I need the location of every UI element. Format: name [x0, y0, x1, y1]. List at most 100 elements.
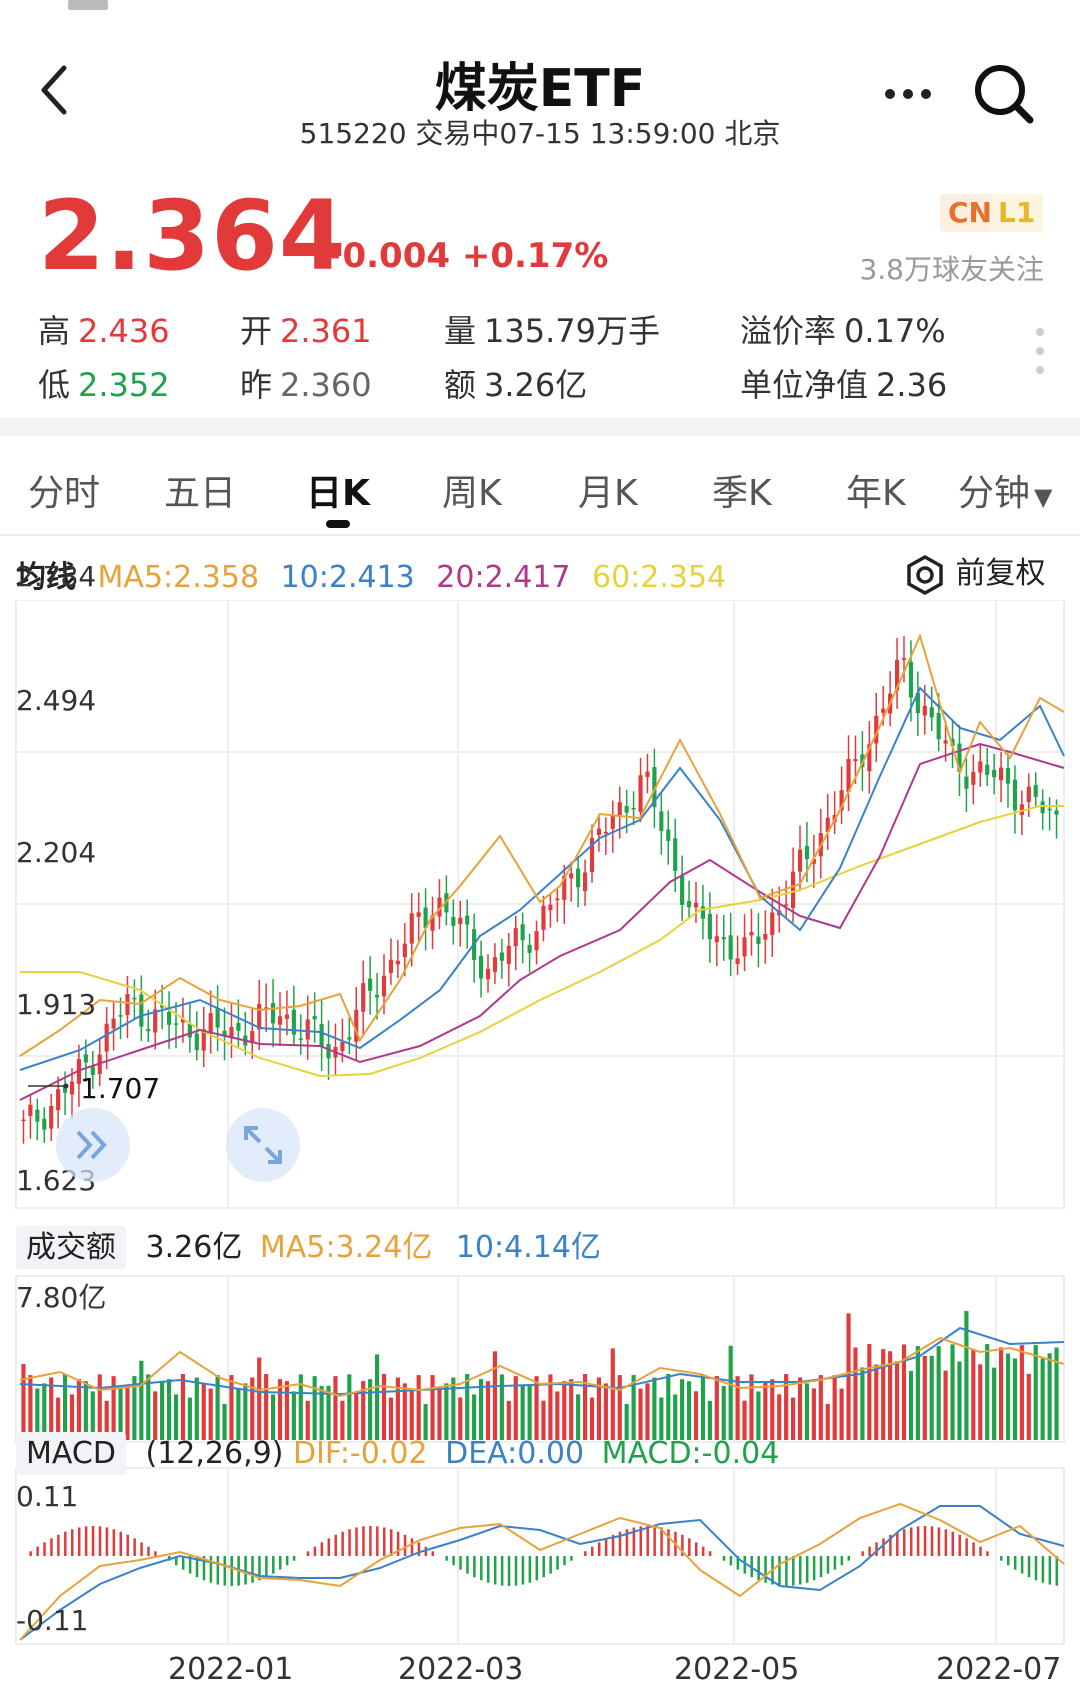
- volume-bar: [978, 1364, 983, 1440]
- macd-bar: [459, 1556, 462, 1570]
- expand-left-button[interactable]: [56, 1108, 130, 1182]
- candle-body: [589, 838, 595, 872]
- candle-body: [180, 1019, 186, 1023]
- macd-bar: [389, 1529, 393, 1556]
- candle-body: [319, 1024, 324, 1048]
- candle-body: [998, 767, 1004, 781]
- macd-bar: [313, 1546, 317, 1556]
- macd-bar: [292, 1556, 296, 1561]
- macd-bar: [826, 1556, 830, 1574]
- candle-body: [617, 802, 622, 816]
- candle-body: [680, 875, 685, 905]
- volume-bar: [756, 1391, 761, 1440]
- volume-bar: [680, 1379, 685, 1440]
- volume-ma5-line: [19, 1336, 1065, 1398]
- macd-bar: [480, 1556, 483, 1581]
- dropdown-arrow-icon: ▼: [1034, 483, 1053, 511]
- more-button[interactable]: [880, 84, 940, 104]
- volume-bar: [35, 1388, 40, 1440]
- volume-bar: [1054, 1347, 1059, 1440]
- volume-bar: [166, 1379, 172, 1440]
- candle-body: [1033, 784, 1038, 797]
- macd-bar: [688, 1538, 691, 1556]
- back-button[interactable]: [34, 60, 78, 120]
- tab-five-day[interactable]: 五日: [164, 473, 237, 514]
- macd-bar: [369, 1526, 372, 1556]
- macd-bar: [341, 1531, 344, 1556]
- candle-body: [728, 935, 733, 960]
- tab-daily-k[interactable]: 日K: [306, 473, 370, 514]
- macd-bar: [1034, 1556, 1038, 1581]
- macd-bar: [916, 1526, 920, 1556]
- volume-bar: [506, 1400, 511, 1440]
- fullscreen-button[interactable]: [226, 1108, 300, 1182]
- follower-count: 3.8万球友关注: [859, 253, 1044, 286]
- candle-body: [506, 945, 511, 965]
- volume-bar: [832, 1375, 837, 1440]
- stats-more-button[interactable]: [1032, 326, 1048, 376]
- candle-body: [901, 658, 907, 660]
- candle-body: [166, 1012, 172, 1025]
- candle-body: [430, 915, 435, 931]
- macd-bar: [493, 1556, 497, 1585]
- volume-bar: [444, 1383, 449, 1440]
- macd-bar: [847, 1556, 851, 1561]
- macd-bar: [320, 1542, 324, 1556]
- candle-body: [381, 975, 387, 997]
- volume-bar: [686, 1381, 692, 1440]
- candle-body: [485, 968, 491, 980]
- candle-body: [146, 1029, 151, 1032]
- tab-weekly-k[interactable]: 周K: [442, 473, 502, 514]
- candle-body: [992, 769, 997, 778]
- candle-body: [686, 901, 692, 908]
- candle-body: [423, 907, 428, 928]
- volume-bar: [576, 1394, 581, 1440]
- page-title: 煤炭ETF: [434, 59, 646, 119]
- macd-bar: [799, 1556, 802, 1585]
- volume-bar: [236, 1388, 241, 1440]
- tab-timeshare[interactable]: 分时: [28, 473, 101, 514]
- candle-body: [111, 1018, 116, 1029]
- volume-bar: [797, 1377, 803, 1440]
- volume-bar: [354, 1391, 359, 1440]
- macd-bar: [216, 1556, 220, 1585]
- volume-bar: [631, 1375, 636, 1440]
- tab-minute[interactable]: 分钟 ▼: [958, 473, 1053, 514]
- candle-body: [160, 1005, 165, 1008]
- adjust-button[interactable]: 前复权: [904, 548, 1046, 596]
- candle-body: [811, 859, 816, 864]
- macd-bar: [923, 1526, 927, 1556]
- candle-body: [631, 808, 636, 810]
- macd-bar: [743, 1556, 747, 1574]
- macd-bar: [29, 1551, 32, 1556]
- volume-bar: [270, 1394, 276, 1440]
- macd-bar: [98, 1526, 102, 1556]
- volume-bar: [541, 1400, 546, 1440]
- volume-bar: [243, 1383, 248, 1440]
- macd-bar: [209, 1556, 213, 1583]
- macd-bar: [667, 1529, 670, 1556]
- macd-bar: [133, 1538, 136, 1556]
- candle-body: [950, 738, 955, 746]
- ma5-value: MA5:2.358: [97, 560, 260, 595]
- macd-value: MACD:-0.04: [601, 1436, 780, 1471]
- tab-monthly-k[interactable]: 月K: [578, 473, 638, 514]
- candle-body: [1054, 810, 1059, 815]
- stat-prev-close: 昨 2.360: [240, 366, 372, 404]
- macd-bar: [507, 1556, 511, 1586]
- candle-body: [555, 898, 560, 901]
- kline-chart[interactable]: 2.700 1.707: [0, 600, 1080, 1696]
- macd-bar: [812, 1556, 816, 1581]
- stat-amount: 额 3.26亿: [444, 366, 588, 404]
- candle-body: [839, 790, 844, 811]
- search-button[interactable]: [972, 62, 1038, 128]
- volume-ma10-value: 10:4.14亿: [455, 1230, 601, 1265]
- candle-body: [56, 1089, 61, 1111]
- volume-bar: [291, 1391, 296, 1440]
- candle-body: [721, 937, 726, 940]
- volume-legend: 成交额 3.26亿 MA5:3.24亿 10:4.14亿: [16, 1222, 601, 1269]
- volume-bar: [340, 1400, 345, 1440]
- tab-quarterly-k[interactable]: 季K: [712, 473, 772, 514]
- dea-value: DEA:0.00: [445, 1436, 585, 1471]
- tab-yearly-k[interactable]: 年K: [846, 473, 906, 514]
